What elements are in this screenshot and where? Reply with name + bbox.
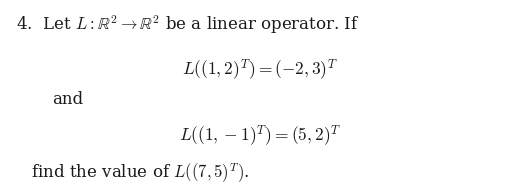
Text: and: and	[52, 91, 83, 108]
Text: find the value of $L((7, 5)^T)$.: find the value of $L((7, 5)^T)$.	[31, 161, 250, 185]
Text: 4.  Let $L: \mathbb{R}^2 \rightarrow \mathbb{R}^2$ be a linear operator. If: 4. Let $L: \mathbb{R}^2 \rightarrow \mat…	[16, 13, 359, 36]
Text: $L((1, 2)^T) = (-2, 3)^T$: $L((1, 2)^T) = (-2, 3)^T$	[182, 57, 339, 82]
Text: $L((1, -1)^T) = (5, 2)^T$: $L((1, -1)^T) = (5, 2)^T$	[179, 123, 342, 148]
